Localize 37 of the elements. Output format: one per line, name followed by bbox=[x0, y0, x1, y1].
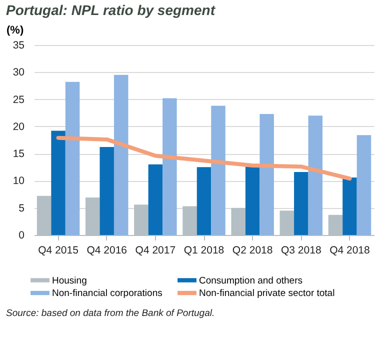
bar bbox=[356, 135, 372, 235]
bar bbox=[308, 116, 323, 235]
bar bbox=[51, 130, 66, 235]
legend-label: Consumption and others bbox=[199, 275, 303, 286]
bar bbox=[100, 147, 114, 235]
x-tick-label: Q4 2017 bbox=[135, 244, 176, 256]
x-tick-label: Q4 2018 bbox=[330, 244, 370, 256]
line-series bbox=[56, 136, 352, 181]
bar bbox=[260, 114, 274, 235]
bar bbox=[342, 177, 357, 235]
bar bbox=[294, 172, 308, 235]
bar bbox=[245, 166, 260, 235]
bar bbox=[196, 167, 212, 235]
legend-label: Housing bbox=[52, 275, 87, 286]
y-axis-title: (%) bbox=[6, 24, 24, 36]
bar bbox=[162, 98, 177, 235]
bar bbox=[148, 164, 163, 235]
y-tick-label: 5 bbox=[18, 202, 25, 214]
y-tick-label: 20 bbox=[12, 120, 25, 133]
bar bbox=[114, 74, 128, 235]
y-tick-label: 30 bbox=[12, 66, 25, 79]
chart-title: Portugal: NPL ratio by segment bbox=[6, 2, 216, 18]
bar bbox=[211, 106, 226, 235]
x-tick-label: Q4 2016 bbox=[86, 244, 128, 256]
legend-label: Non-financial corporations bbox=[52, 288, 163, 299]
x-tick-label: Q1 2018 bbox=[184, 244, 224, 256]
legend-label: Non-financial private sector total bbox=[199, 288, 335, 299]
x-tick-label: Q2 2018 bbox=[232, 244, 273, 256]
y-tick-label: 10 bbox=[12, 175, 25, 188]
y-tick-label: 35 bbox=[12, 40, 25, 52]
y-tick-label: 15 bbox=[12, 148, 25, 160]
source-note: Source: based on data from the Bank of Portugal. bbox=[6, 308, 215, 319]
bar bbox=[65, 82, 80, 235]
x-tick-label: Q3 2018 bbox=[280, 244, 322, 256]
y-tick-label: 25 bbox=[12, 94, 25, 106]
y-tick-label: 0 bbox=[18, 230, 25, 242]
x-tick-label: Q4 2015 bbox=[38, 244, 79, 256]
